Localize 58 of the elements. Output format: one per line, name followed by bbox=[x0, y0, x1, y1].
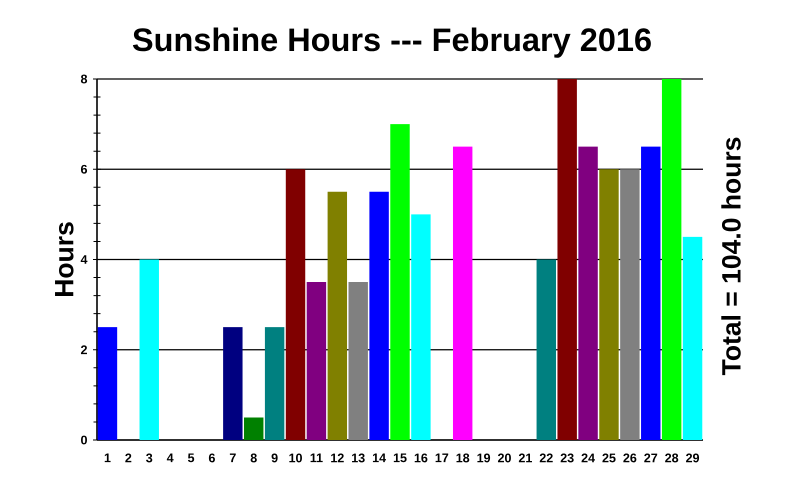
x-tick-label: 22 bbox=[540, 454, 553, 462]
x-tick-label: 26 bbox=[623, 454, 636, 462]
bar bbox=[328, 192, 348, 440]
x-tick-label: 16 bbox=[414, 454, 428, 462]
x-tick-label: 8 bbox=[250, 454, 257, 462]
bar bbox=[599, 169, 619, 440]
x-tick-label: 11 bbox=[310, 454, 323, 462]
x-tick-label: 13 bbox=[352, 454, 365, 462]
x-tick-label: 24 bbox=[582, 454, 595, 462]
chart-title: Sunshine Hours --- February 2016 bbox=[132, 27, 651, 58]
x-tick-label: 4 bbox=[166, 454, 174, 462]
x-tick-label: 21 bbox=[518, 454, 532, 462]
bar bbox=[578, 146, 598, 440]
x-tick-label: 18 bbox=[456, 454, 470, 462]
bar bbox=[390, 124, 410, 440]
bar bbox=[369, 192, 389, 440]
x-tick-label: 17 bbox=[436, 454, 448, 462]
x-tick-label: 5 bbox=[188, 454, 194, 462]
x-tick-label: 15 bbox=[394, 454, 407, 462]
bar bbox=[286, 169, 306, 440]
x-tick-label: 1 bbox=[104, 454, 111, 462]
x-tick-label: 19 bbox=[477, 454, 490, 462]
bar bbox=[264, 327, 284, 440]
x-tick-label: 27 bbox=[644, 454, 658, 462]
bar bbox=[223, 327, 243, 440]
x-tick-label: 3 bbox=[146, 454, 152, 462]
y-tick-label: 4 bbox=[80, 255, 88, 264]
y-tick-label: 6 bbox=[80, 164, 88, 174]
y-axis-title: Hours bbox=[55, 222, 74, 296]
x-tick-label: 2 bbox=[125, 454, 132, 462]
bar bbox=[662, 78, 682, 440]
x-tick-label: 29 bbox=[686, 454, 700, 462]
x-tick-label: 7 bbox=[230, 454, 236, 462]
x-tick-label: 23 bbox=[560, 454, 574, 462]
x-tick-label: 9 bbox=[272, 454, 278, 462]
bar bbox=[140, 259, 159, 440]
x-tick-label: 25 bbox=[602, 454, 616, 462]
bar bbox=[98, 327, 118, 440]
y-tick-label: 2 bbox=[80, 345, 87, 354]
bar bbox=[620, 169, 640, 440]
x-tick-label: 14 bbox=[372, 454, 386, 462]
x-tick-label: 10 bbox=[289, 454, 302, 462]
bar bbox=[452, 146, 472, 440]
bar bbox=[244, 417, 264, 440]
bar bbox=[536, 259, 556, 440]
bar bbox=[348, 282, 368, 440]
text: Total = 104.0 hours bbox=[721, 138, 741, 376]
bar bbox=[306, 282, 326, 440]
x-tick-label: 12 bbox=[331, 454, 344, 462]
x-tick-label: 28 bbox=[665, 454, 678, 462]
y-tick-label: 0 bbox=[81, 436, 87, 444]
bar bbox=[557, 78, 577, 440]
bar bbox=[641, 146, 660, 440]
y-tick-label: 8 bbox=[80, 74, 88, 84]
bar bbox=[682, 236, 702, 440]
bar bbox=[411, 214, 431, 440]
x-tick-label: 6 bbox=[208, 454, 215, 462]
x-tick-label: 20 bbox=[498, 454, 511, 462]
